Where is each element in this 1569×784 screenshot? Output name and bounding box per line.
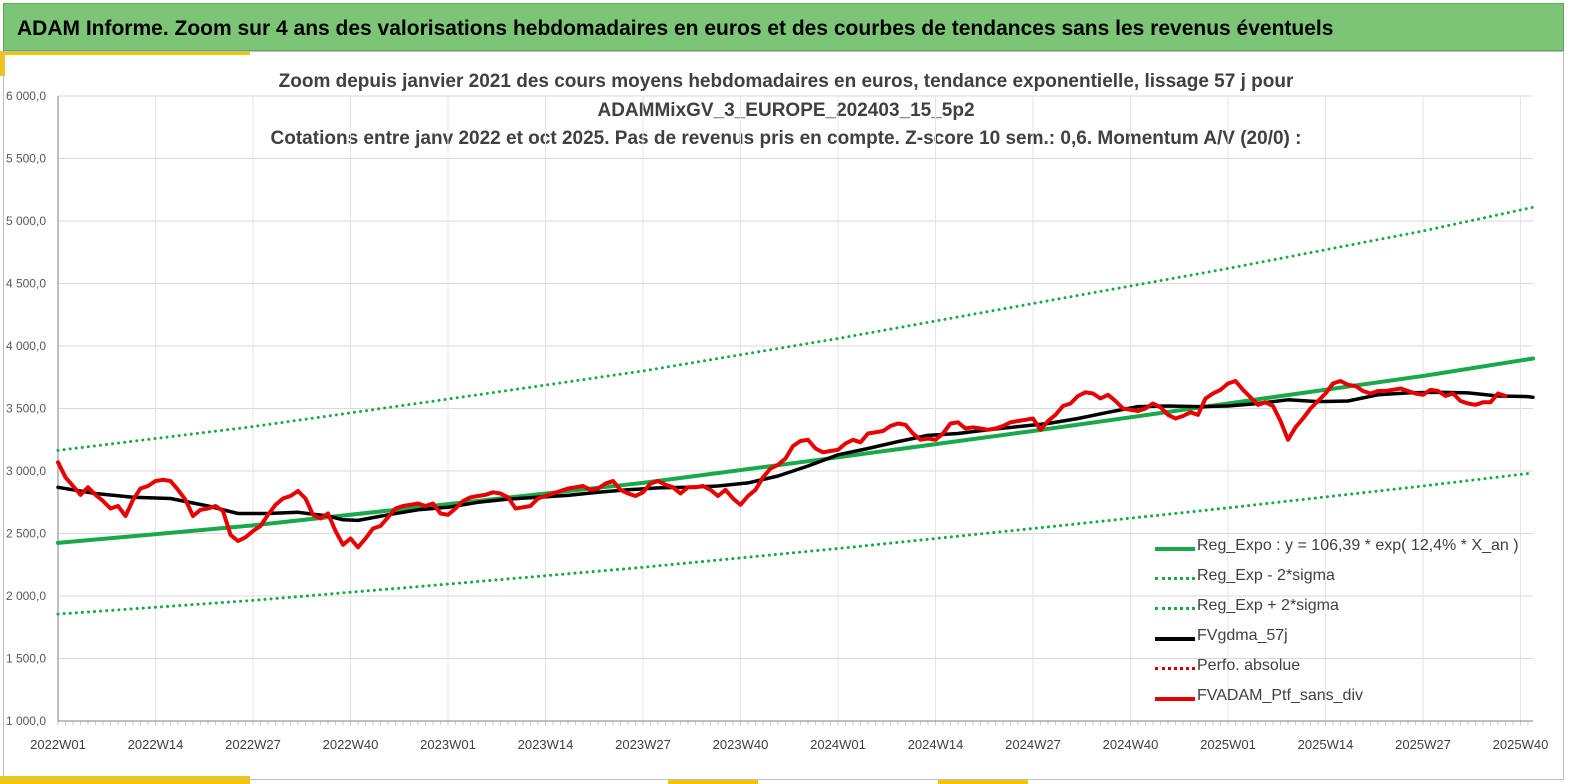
x-tick-label: 2022W40 <box>323 737 379 752</box>
chart-title-line-1: Zoom depuis janvier 2021 des cours moyen… <box>278 71 1294 92</box>
legend-label-perfo: Perfo. absolue <box>1197 657 1301 674</box>
accent-bar-bottom-right <box>938 780 1028 784</box>
legend-item-gdma: FVgdma_57j <box>1155 623 1515 653</box>
legend-item-perfo: Perfo. absolue <box>1155 653 1515 683</box>
x-tick-label: 2024W01 <box>810 737 866 752</box>
x-tick-label: 2025W01 <box>1200 737 1256 752</box>
legend-item-portfolio: FVADAM_Ptf_sans_div <box>1155 683 1515 713</box>
x-tick-label: 2022W01 <box>30 737 86 752</box>
accent-bar-bottom-mid <box>668 780 758 784</box>
series-fvadam-ptf <box>56 379 1508 550</box>
x-tick-label: 2022W27 <box>225 737 281 752</box>
legend-label-portfolio: FVADAM_Ptf_sans_div <box>1197 687 1363 704</box>
y-tick-label: 5 000,0 <box>6 214 46 228</box>
accent-bar-left <box>0 51 5 76</box>
y-tick-label: 4 000,0 <box>6 339 46 353</box>
legend-label-reg-expo: Reg_Expo : y = 106,39 * exp( 12,4% * X_a… <box>1197 537 1519 554</box>
y-tick-label: 4 500,0 <box>6 277 46 291</box>
chart-title-line-2: ADAMMixGV_3_EUROPE_202403_15_5p2 <box>597 100 975 121</box>
legend-label-reg-exp-minus: Reg_Exp - 2*sigma <box>1197 567 1335 584</box>
chart-frame <box>3 51 1564 780</box>
legend-label-gdma: FVgdma_57j <box>1197 627 1288 644</box>
x-tick-label: 2023W40 <box>713 737 769 752</box>
y-tick-label: 2 500,0 <box>6 527 46 541</box>
series-reg-expo <box>56 356 1535 545</box>
legend-item-reg-exp-plus: Reg_Exp + 2*sigma <box>1155 593 1515 623</box>
x-tick-label: 2024W27 <box>1005 737 1061 752</box>
legend-label-reg-exp-plus: Reg_Exp + 2*sigma <box>1197 597 1339 614</box>
legend-swatch-reg-exp-minus <box>1155 577 1195 580</box>
report-banner: ADAM Informe. Zoom sur 4 ans des valoris… <box>3 3 1564 51</box>
x-tick-label: 2025W27 <box>1395 737 1451 752</box>
y-tick-label: 2 000,0 <box>6 589 46 603</box>
y-tick-label: 1 000,0 <box>6 714 46 728</box>
x-tick-label: 2022W14 <box>128 737 184 752</box>
x-tick-label: 2023W01 <box>420 737 476 752</box>
legend-swatch-perfo <box>1155 667 1195 670</box>
legend-swatch-reg-expo <box>1155 547 1195 551</box>
x-tick-label: 2024W14 <box>908 737 964 752</box>
y-tick-label: 1 500,0 <box>6 652 46 666</box>
x-tick-label: 2025W14 <box>1298 737 1354 752</box>
x-tick-label: 2023W14 <box>518 737 574 752</box>
series-reg-exp-minus-2sigma <box>56 471 1535 616</box>
y-tick-label: 5 500,0 <box>6 152 46 166</box>
chart-legend: Reg_Expo : y = 106,39 * exp( 12,4% * X_a… <box>1155 533 1519 718</box>
legend-swatch-gdma <box>1155 637 1195 641</box>
x-tick-label: 2025W40 <box>1493 737 1549 752</box>
y-tick-label: 3 500,0 <box>6 402 46 416</box>
x-tick-label: 2023W27 <box>615 737 671 752</box>
chart-title-line-3: Cotations entre janv 2022 et oct 2025. P… <box>270 128 1302 149</box>
legend-item-reg-exp-minus: Reg_Exp - 2*sigma <box>1155 563 1515 593</box>
accent-bar-bottom-left <box>0 776 250 784</box>
legend-swatch-reg-exp-plus <box>1155 607 1195 610</box>
series-fvgdma-57j <box>56 390 1535 523</box>
y-tick-label: 3 000,0 <box>6 464 46 478</box>
report-title: ADAM Informe. Zoom sur 4 ans des valoris… <box>17 17 1334 40</box>
y-tick-label: 6 000,0 <box>6 89 46 103</box>
accent-bar-top <box>5 51 250 55</box>
legend-item-reg-expo: Reg_Expo : y = 106,39 * exp( 12,4% * X_a… <box>1155 533 1519 563</box>
legend-swatch-portfolio <box>1155 697 1195 701</box>
series-reg-exp-plus-2sigma <box>56 205 1535 452</box>
x-tick-label: 2024W40 <box>1103 737 1159 752</box>
